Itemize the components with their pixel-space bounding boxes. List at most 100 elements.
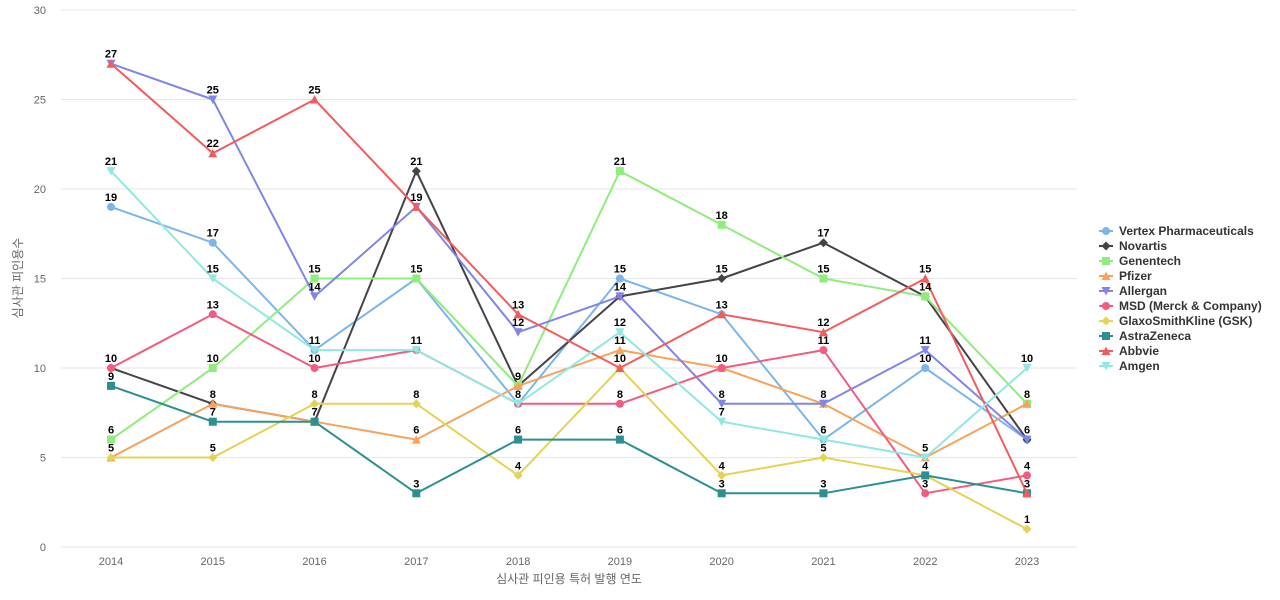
data-label: 7 xyxy=(210,407,216,419)
legend-item[interactable]: Vertex Pharmaceuticals xyxy=(1099,224,1254,238)
x-tick-label: 2018 xyxy=(506,556,530,568)
y-tick-label: 30 xyxy=(34,5,46,17)
data-label: 11 xyxy=(919,335,931,347)
data-label: 8 xyxy=(719,389,725,401)
legend-label: Pfizer xyxy=(1119,269,1152,283)
series-line xyxy=(110,170,1028,459)
data-label: 4 xyxy=(719,460,726,472)
data-point xyxy=(615,363,625,372)
data-point xyxy=(310,346,320,355)
x-tick-label: 2019 xyxy=(608,556,632,568)
y-tick-label: 20 xyxy=(34,184,46,196)
data-label: 5 xyxy=(820,443,826,455)
data-point xyxy=(208,417,217,426)
legend-item[interactable]: Allergan xyxy=(1099,284,1167,298)
data-label: 4 xyxy=(1024,460,1031,472)
legend-item[interactable]: Genentech xyxy=(1099,254,1181,268)
data-label: 8 xyxy=(617,389,623,401)
series-group xyxy=(106,59,1032,498)
legend-marker xyxy=(1101,287,1111,296)
legend-marker xyxy=(1102,332,1110,340)
data-point xyxy=(818,435,828,445)
legend-item[interactable]: AstraZeneca xyxy=(1099,329,1191,343)
data-label: 21 xyxy=(410,156,422,168)
data-point xyxy=(208,399,218,408)
y-tick-label: 0 xyxy=(40,542,46,554)
legend-label: Allergan xyxy=(1119,284,1167,298)
data-label: 8 xyxy=(820,389,826,401)
data-label: 5 xyxy=(210,443,216,455)
data-point xyxy=(717,489,726,498)
series-line xyxy=(111,367,1028,530)
data-label: 11 xyxy=(411,335,423,347)
data-label: 11 xyxy=(309,335,321,347)
data-label: 17 xyxy=(207,228,219,240)
series-group xyxy=(106,166,1032,445)
x-tick-label: 2016 xyxy=(302,556,326,568)
legend-item[interactable]: Amgen xyxy=(1099,359,1160,373)
series-line xyxy=(110,62,1028,441)
legend-item[interactable]: Novartis xyxy=(1099,239,1167,253)
data-label: 5 xyxy=(108,443,114,455)
data-point xyxy=(107,435,115,444)
data-label: 14 xyxy=(614,281,627,293)
series-line xyxy=(110,170,1028,441)
data-point xyxy=(717,309,727,319)
data-label: 15 xyxy=(207,264,219,276)
legend-marker xyxy=(1101,241,1111,251)
series-group xyxy=(107,167,1031,444)
legend: Vertex PharmaceuticalsNovartisGenentechP… xyxy=(1099,224,1262,373)
data-label: 12 xyxy=(817,317,829,329)
y-tick-label: 10 xyxy=(34,363,46,375)
legend-item[interactable]: GlaxoSmithKline (GSK) xyxy=(1099,314,1252,328)
series-group xyxy=(106,59,1032,445)
data-point xyxy=(513,470,523,480)
data-label: 10 xyxy=(308,353,320,365)
data-point xyxy=(310,292,320,301)
data-point xyxy=(615,345,625,355)
legend-item[interactable]: Abbvie xyxy=(1099,344,1159,358)
series-group xyxy=(107,202,1031,444)
data-label: 3 xyxy=(1024,478,1030,490)
legend-label: MSD (Merck & Company) xyxy=(1119,299,1262,313)
data-point xyxy=(513,381,523,390)
data-label: 13 xyxy=(716,299,728,311)
legend-item[interactable]: Pfizer xyxy=(1099,269,1152,283)
data-point xyxy=(208,364,217,372)
data-point xyxy=(107,381,115,390)
data-point xyxy=(107,364,115,372)
data-point xyxy=(615,274,624,283)
data-label: 15 xyxy=(614,264,626,276)
legend-label: GlaxoSmithKline (GSK) xyxy=(1119,314,1252,328)
x-tick-label: 2014 xyxy=(99,556,123,568)
legend-label: AstraZeneca xyxy=(1119,329,1191,343)
data-label: 10 xyxy=(207,353,219,365)
data-label: 3 xyxy=(820,478,826,490)
data-point xyxy=(921,489,930,498)
data-point xyxy=(208,453,218,462)
data-label: 13 xyxy=(512,299,524,311)
data-point xyxy=(1022,524,1032,534)
y-axis-title: 심사관 피인용수 xyxy=(11,238,25,319)
data-point xyxy=(615,399,624,408)
data-label: 8 xyxy=(311,389,317,401)
data-label: 12 xyxy=(512,317,524,329)
legend-marker xyxy=(1101,362,1111,371)
data-point xyxy=(717,220,726,229)
data-label: 15 xyxy=(410,264,422,276)
series-line xyxy=(110,384,1028,495)
data-label: 25 xyxy=(207,85,219,97)
data-label: 1 xyxy=(1024,514,1030,526)
data-label: 15 xyxy=(817,264,829,276)
data-point xyxy=(717,364,726,372)
data-point xyxy=(818,327,828,337)
x-tick-label: 2021 xyxy=(811,556,835,568)
data-label: 8 xyxy=(210,389,216,401)
legend-item[interactable]: MSD (Merck & Company) xyxy=(1099,299,1262,313)
data-label: 12 xyxy=(614,317,626,329)
x-tick-label: 2022 xyxy=(913,556,937,568)
legend-label: Amgen xyxy=(1119,359,1160,373)
data-point xyxy=(106,453,116,462)
